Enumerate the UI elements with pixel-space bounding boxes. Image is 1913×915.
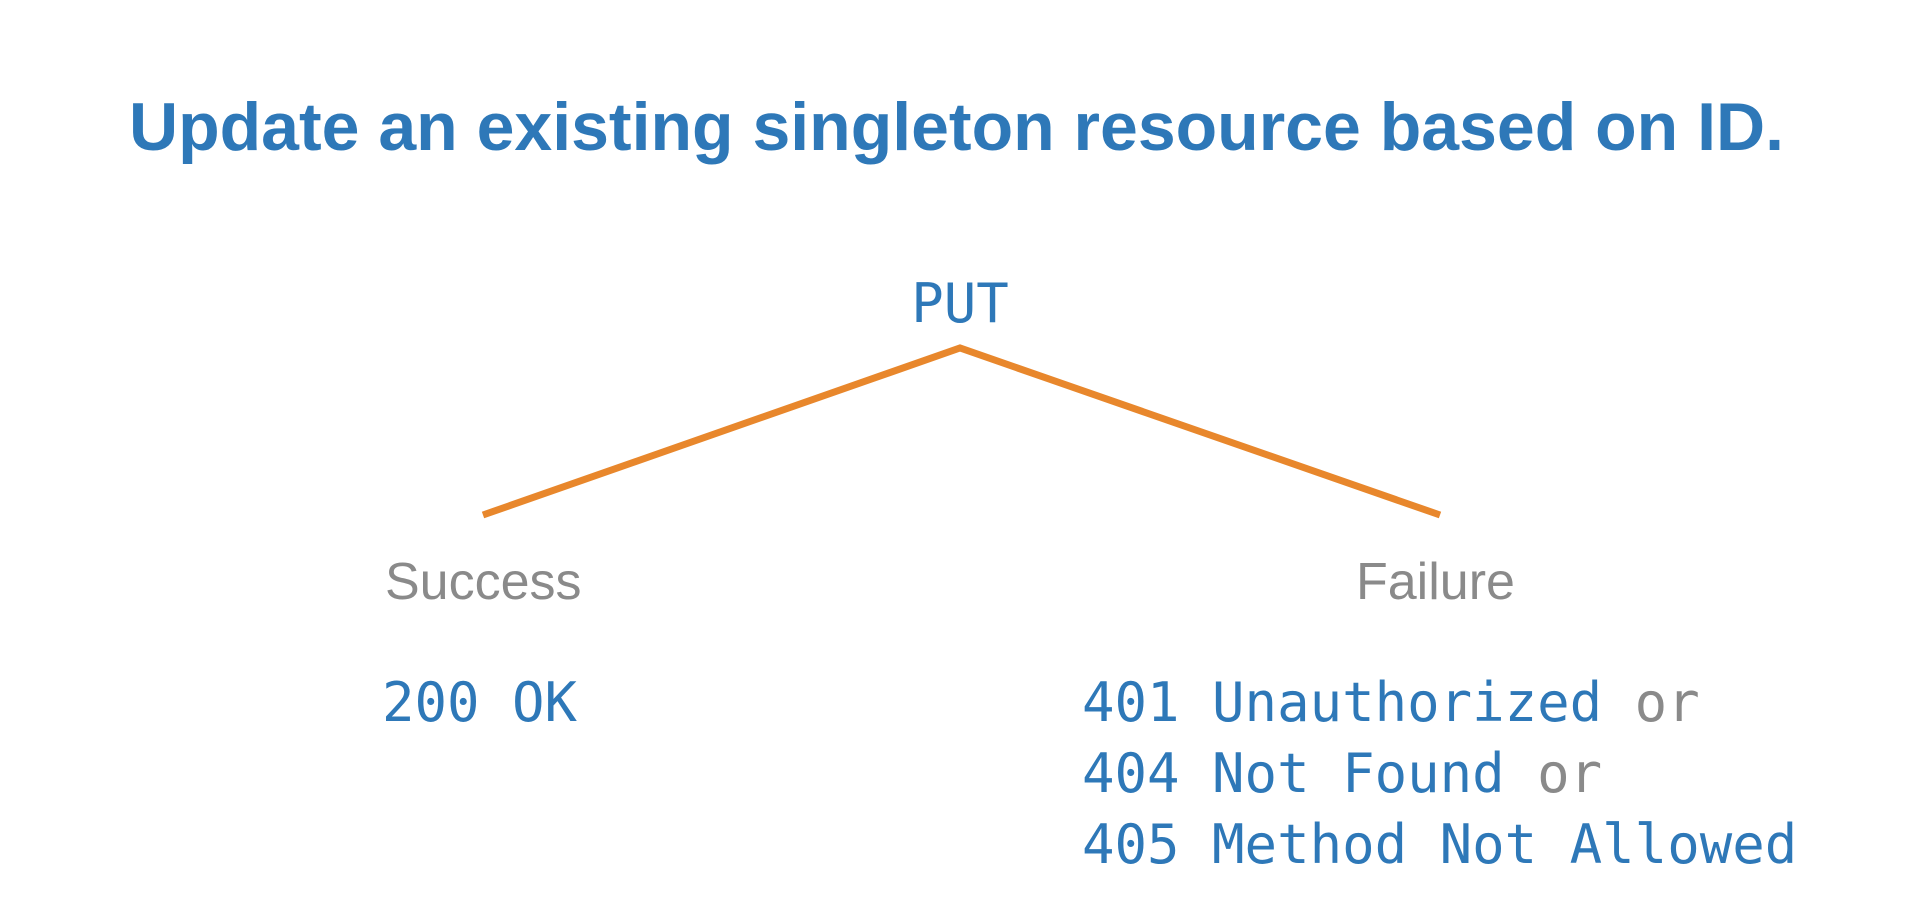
failure-status-code: 401 Unauthorized or: [1082, 676, 1700, 730]
status-code-text: 404 Not Found: [1082, 742, 1505, 805]
or-connector: or: [1504, 742, 1603, 805]
failure-status-code: 405 Method Not Allowed: [1082, 818, 1797, 872]
success-status-code: 200 OK: [382, 676, 577, 730]
failure-label: Failure: [1356, 553, 1515, 611]
status-code-text: 401 Unauthorized: [1082, 671, 1603, 734]
slide-title: Update an existing singleton resource ba…: [128, 89, 1784, 165]
status-code-text: 405 Method Not Allowed: [1082, 813, 1798, 876]
http-method-label: PUT: [911, 272, 1009, 335]
failure-status-code: 404 Not Found or: [1082, 747, 1602, 801]
or-connector: or: [1602, 671, 1700, 734]
branch-lines: [481, 344, 1442, 519]
status-code-text: 200 OK: [382, 671, 578, 734]
success-label: Success: [385, 553, 582, 611]
